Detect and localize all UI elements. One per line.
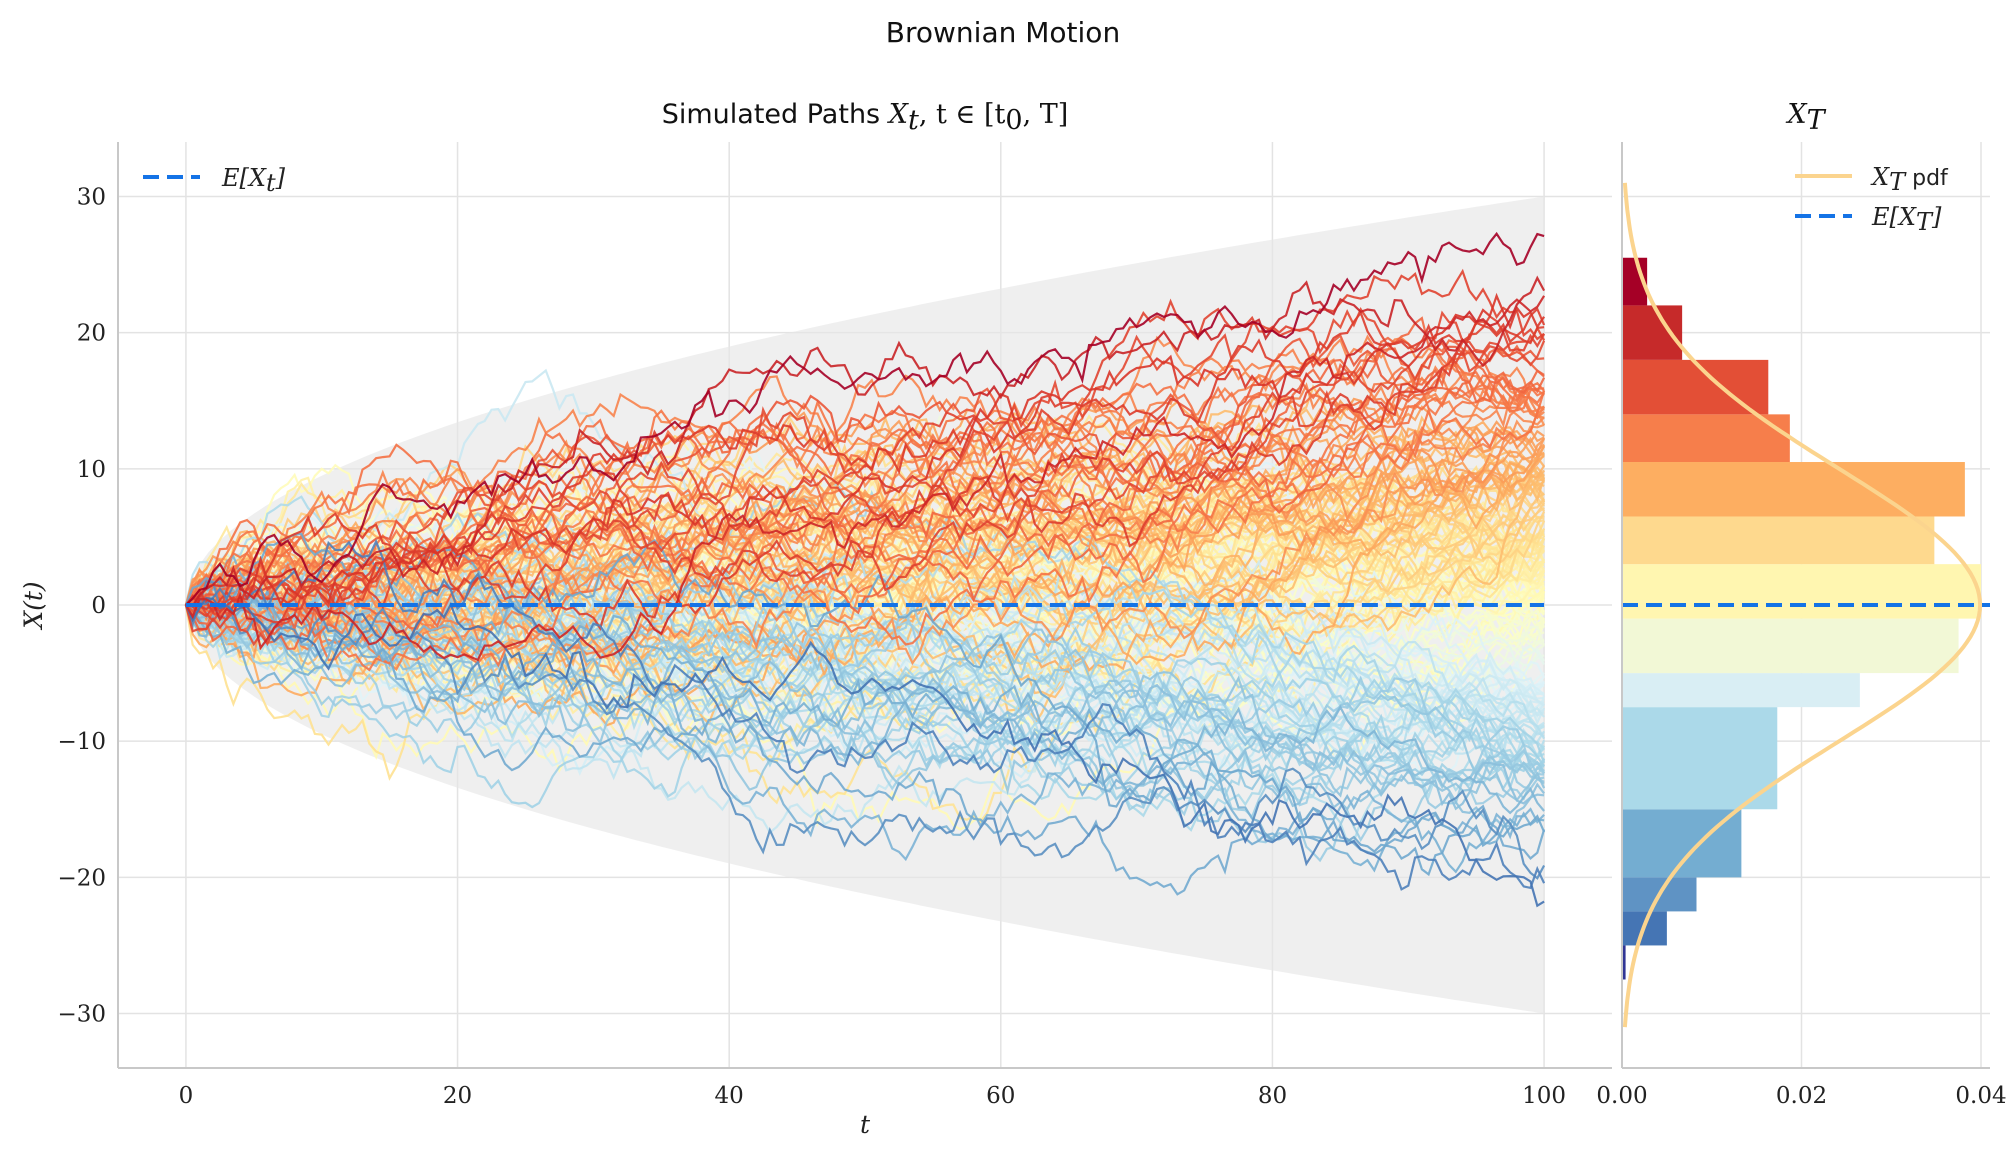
path-line	[185, 590, 1545, 874]
paths-ytick-label: 0	[91, 593, 106, 619]
paths-ytick-label: −30	[57, 1002, 106, 1028]
histogram-bar	[1622, 462, 1965, 517]
path-line	[184, 597, 1545, 908]
path-line	[185, 476, 1546, 650]
paths-ytick-label: 30	[77, 184, 106, 210]
histogram-bar	[1622, 673, 1860, 708]
paths-title-rest: , t ∈ [t	[919, 99, 1006, 130]
terminal-xticks: 0.00 0.02 0.04	[1596, 1083, 2006, 1109]
path-line	[185, 333, 1545, 617]
paths-title-end: , T]	[1023, 99, 1069, 130]
terminal-panel: XT 0.00 0.02 0.04 XT pdf E[XT]	[1596, 99, 2006, 1109]
paths-ytick-label: 20	[77, 321, 106, 347]
path-line	[185, 408, 1545, 634]
paths-title-sub2: 0	[1005, 105, 1022, 136]
path-line	[185, 340, 1546, 647]
paths-xtick-label: 0	[179, 1083, 194, 1109]
path-line	[185, 437, 1545, 697]
terminal-xtick-label: 0.00	[1596, 1083, 1647, 1109]
terminal-legend: XT pdf E[XT]	[1795, 163, 1949, 236]
pdf-curve	[1622, 182, 1983, 1028]
path-line	[185, 231, 1545, 606]
histogram-bar	[1622, 564, 1982, 619]
terminal-legend-mean-label: E[XT]	[1871, 203, 1942, 236]
path-line	[185, 591, 1545, 803]
paths-ylabel: X(t)	[19, 581, 48, 630]
path-line	[185, 554, 1545, 862]
paths-xtick-label: 100	[1522, 1083, 1566, 1109]
paths-title-sub: t	[908, 105, 919, 136]
paths-yticks: −30 −20 −10 0 10 20 30	[57, 184, 106, 1027]
path-line	[185, 401, 1545, 622]
histogram-bar	[1622, 945, 1626, 980]
path-line	[185, 390, 1546, 672]
terminal-title: XT	[1785, 99, 1826, 136]
histogram-bar	[1622, 516, 1935, 565]
paths-xtick-label: 20	[443, 1083, 472, 1109]
path-line	[185, 379, 1546, 614]
histogram-bar	[1622, 414, 1790, 463]
terminal-xtick-label: 0.04	[1955, 1083, 2006, 1109]
terminal-xtick-label: 0.02	[1776, 1083, 1827, 1109]
histogram-bar	[1622, 618, 1959, 674]
paths-xtick-label: 40	[715, 1083, 744, 1109]
paths-legend-mean-label: E[Xt]	[221, 164, 286, 197]
paths-ytick-label: −10	[57, 729, 106, 755]
paths-xlabel: t	[860, 1110, 871, 1139]
path-line	[184, 481, 1546, 773]
path-line	[185, 345, 1545, 615]
terminal-legend-pdf-label: XT pdf	[1870, 163, 1949, 196]
histogram-bars	[1622, 257, 1982, 980]
path-line	[184, 295, 1546, 662]
path-line	[184, 316, 1545, 639]
path-line	[185, 588, 1546, 896]
paths-xtick-label: 80	[1258, 1083, 1287, 1109]
figure-suptitle: Brownian Motion	[886, 16, 1120, 49]
paths-panel: Simulated Paths Xt, t ∈ [t0, T] 0 20 40 60 8…	[19, 99, 1612, 1139]
path-line	[185, 577, 1545, 748]
paths-title: Simulated Paths Xt, t ∈ [t0, T]	[662, 99, 1069, 136]
path-line	[185, 307, 1546, 614]
path-line	[185, 596, 1545, 805]
path-line	[185, 320, 1545, 632]
path-line	[185, 589, 1545, 819]
paths-title-text: Simulated Paths	[662, 99, 880, 130]
path-line	[184, 382, 1545, 606]
paths-title-var: X	[887, 99, 910, 130]
path-line	[184, 365, 1545, 606]
path-line	[184, 590, 1545, 815]
path-line	[184, 578, 1545, 810]
paths-ytick-label: −20	[57, 865, 106, 891]
simulated-paths	[184, 231, 1546, 908]
paths-ytick-label: 10	[77, 457, 106, 483]
paths-xtick-label: 60	[986, 1083, 1015, 1109]
path-line	[185, 538, 1546, 891]
path-line	[185, 292, 1546, 607]
path-line	[185, 275, 1546, 608]
paths-xticks: 0 20 40 60 80 100	[179, 1083, 1566, 1109]
path-line	[184, 579, 1545, 828]
paths-legend: E[Xt]	[143, 164, 286, 197]
path-line	[185, 583, 1546, 780]
histogram-bar	[1622, 707, 1778, 810]
histogram-bar	[1622, 305, 1683, 360]
